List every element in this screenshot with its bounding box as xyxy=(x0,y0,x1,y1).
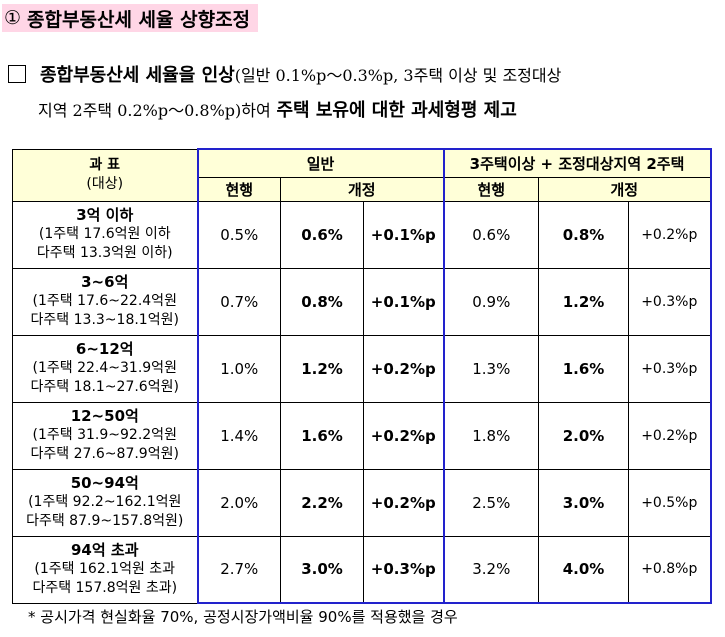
general-rate-change: +0.1%p xyxy=(362,200,445,269)
general-revised-rate: 1.2% xyxy=(280,334,364,403)
range-detail-1: (1주택 17.6~22.4억원 xyxy=(32,293,177,309)
range-detail-1: (1주택 162.1억원 초과 xyxy=(34,561,176,577)
range-detail-1: (1주택 31.9~92.2억원 xyxy=(32,427,177,443)
range-label: 3~6억 xyxy=(81,273,129,291)
general-revised-rate: 3.0% xyxy=(280,535,364,604)
summary-line-2: 지역 2주택 0.2%p～0.8%p)하여 주택 보유에 대한 과세형평 제고 xyxy=(38,97,517,125)
multi-revised-rate: 1.6% xyxy=(538,334,630,403)
general-rate-change: +0.2%p xyxy=(362,334,445,403)
summary-normal-1: (일반 0.1%p～0.3%p, 3주택 이상 및 조정대상 xyxy=(234,66,562,85)
summary-line-1: 종합부동산세 세율을 인상(일반 0.1%p～0.3%p, 3주택 이상 및 조… xyxy=(8,62,561,90)
general-revised-rate: 0.6% xyxy=(280,200,364,269)
general-rate-change: +0.1%p xyxy=(362,267,445,336)
general-revised-rate: 2.2% xyxy=(280,468,364,537)
multi-current-rate: 2.5% xyxy=(442,468,540,537)
multi-revised-rate: 4.0% xyxy=(538,535,630,604)
multi-revised-rate: 2.0% xyxy=(538,401,630,470)
range-detail-1: (1주택 17.6억원 이하 xyxy=(38,226,171,242)
general-current-rate: 2.0% xyxy=(196,468,281,537)
general-current-rate: 0.5% xyxy=(196,200,281,269)
general-current-rate: 1.4% xyxy=(196,401,281,470)
range-label: 3억 이하 xyxy=(76,206,134,224)
general-rate-change: +0.3%p xyxy=(362,535,445,604)
multi-rate-change: +0.3%p xyxy=(628,334,712,403)
multi-rate-change: +0.3%p xyxy=(628,267,712,336)
range-label: 12~50억 xyxy=(70,407,139,425)
header-tax-base: 과 표 (대상) xyxy=(12,148,198,202)
range-detail-2: 다주택 13.3억원 이하) xyxy=(36,245,173,261)
range-detail-2: 다주택 13.3~18.1억원) xyxy=(30,312,179,328)
multi-current-rate: 1.3% xyxy=(442,334,540,403)
header-multi-home: 3주택이상 + 조정대상지역 2주택 xyxy=(442,148,712,178)
header-tax-base-sub: (대상) xyxy=(86,176,124,192)
tax-rate-table: 과 표 (대상) 일반 3주택이상 + 조정대상지역 2주택 현행 개정 현행 … xyxy=(12,148,712,604)
summary-normal-2: 지역 2주택 0.2%p～0.8%p)하여 xyxy=(38,101,271,120)
multi-revised-rate: 3.0% xyxy=(538,468,630,537)
general-rate-change: +0.2%p xyxy=(362,468,445,537)
checkbox-bullet-icon xyxy=(8,65,26,83)
range-label: 6~12억 xyxy=(75,340,134,358)
range-detail-1: (1주택 22.4~31.9억원 xyxy=(32,360,177,376)
range-detail-1: (1주택 92.2~162.1억원 xyxy=(28,494,182,510)
multi-rate-change: +0.8%p xyxy=(628,535,712,604)
section-title: 종합부동산세 세율 상향조정 xyxy=(27,8,251,31)
footnote: * 공시가격 현실화율 70%, 공정시장가액비율 90%를 적용했을 경우 xyxy=(28,608,458,626)
range-detail-2: 다주택 157.8억원 초과) xyxy=(32,580,178,596)
section-number: ① xyxy=(4,7,22,29)
general-current-rate: 1.0% xyxy=(196,334,281,403)
range-detail-2: 다주택 27.6~87.9억원) xyxy=(30,446,179,462)
header-general: 일반 xyxy=(196,148,445,178)
range-label: 50~94억 xyxy=(70,474,139,492)
multi-current-rate: 3.2% xyxy=(442,535,540,604)
range-label: 94억 초과 xyxy=(71,541,139,559)
general-revised-rate: 1.6% xyxy=(280,401,364,470)
multi-revised-rate: 0.8% xyxy=(538,200,630,269)
general-revised-rate: 0.8% xyxy=(280,267,364,336)
general-rate-change: +0.2%p xyxy=(362,401,445,470)
multi-current-rate: 0.9% xyxy=(442,267,540,336)
multi-rate-change: +0.2%p xyxy=(628,401,712,470)
header-multi-revised: 개정 xyxy=(538,176,712,202)
multi-current-rate: 1.8% xyxy=(442,401,540,470)
header-general-revised: 개정 xyxy=(279,176,445,202)
multi-revised-rate: 1.2% xyxy=(538,267,630,336)
multi-rate-change: +0.2%p xyxy=(628,200,712,269)
range-detail-2: 다주택 87.9~157.8억원) xyxy=(26,513,184,529)
header-multi-current: 현행 xyxy=(442,176,540,202)
header-general-current: 현행 xyxy=(196,176,281,202)
section-heading: ① 종합부동산세 세율 상향조정 xyxy=(2,4,259,32)
header-tax-base-title: 과 표 xyxy=(89,157,121,173)
summary-bold-2: 주택 보유에 대한 과세형평 제고 xyxy=(276,100,517,121)
summary-bold-1: 종합부동산세 세율을 인상 xyxy=(40,65,235,86)
general-current-rate: 0.7% xyxy=(196,267,281,336)
range-detail-2: 다주택 18.1~27.6억원) xyxy=(30,379,179,395)
general-current-rate: 2.7% xyxy=(196,535,281,604)
multi-rate-change: +0.5%p xyxy=(628,468,712,537)
multi-current-rate: 0.6% xyxy=(442,200,540,269)
